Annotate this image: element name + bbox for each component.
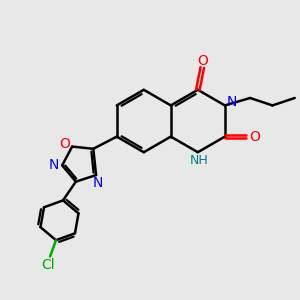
Text: O: O <box>197 54 208 68</box>
Text: O: O <box>59 136 70 151</box>
Text: NH: NH <box>190 154 209 167</box>
Text: N: N <box>49 158 59 172</box>
Text: O: O <box>249 130 260 144</box>
Text: N: N <box>92 176 103 190</box>
Text: N: N <box>227 95 238 110</box>
Text: Cl: Cl <box>41 258 55 272</box>
